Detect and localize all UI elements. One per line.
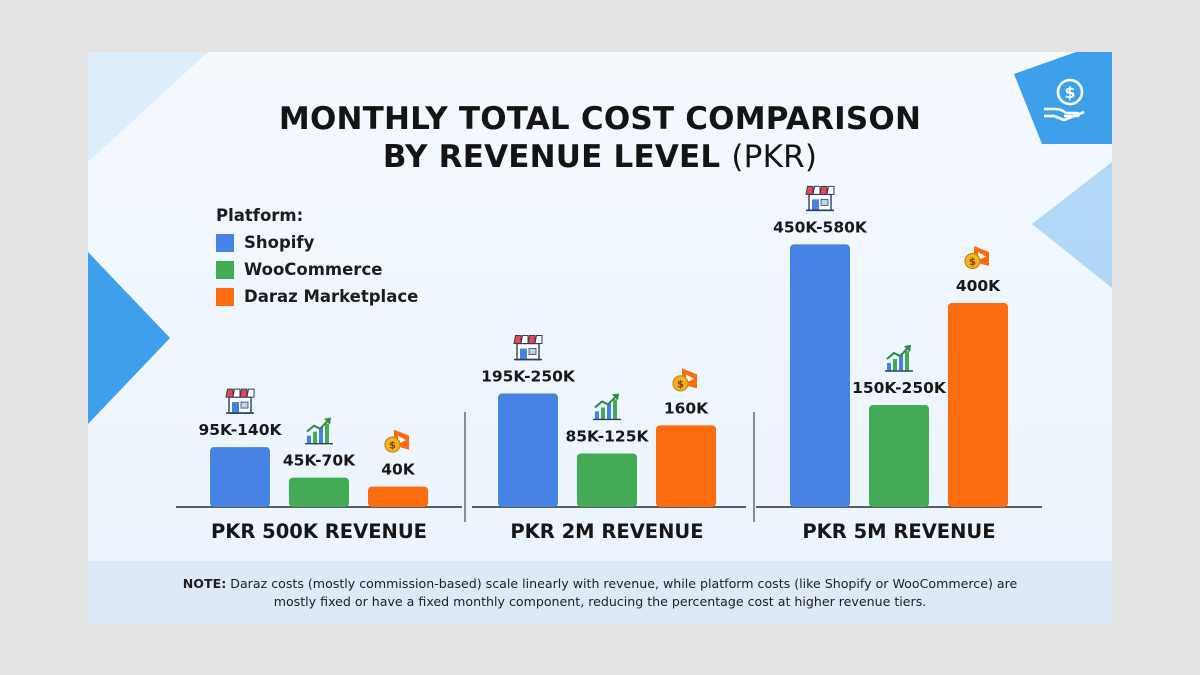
note-text: NOTE: Daraz costs (mostly commission-bas… <box>180 575 1020 611</box>
coin-play-icon: $ <box>384 429 409 453</box>
category-label: PKR 2M REVENUE <box>510 520 703 543</box>
storefront-icon <box>805 185 835 212</box>
note-band: NOTE: Daraz costs (mostly commission-bas… <box>88 561 1112 624</box>
decor-shape-top-left <box>88 52 208 162</box>
title-line-1: MONTHLY TOTAL COST COMPARISON <box>278 101 922 137</box>
bar-woocommerce-1 <box>289 477 349 507</box>
hand-dollar-icon: $ <box>1044 78 1085 122</box>
chart-title: MONTHLY TOTAL COST COMPARISON BY REVENUE… <box>88 100 1112 176</box>
growth-chart-icon <box>593 393 621 421</box>
data-label: 450K-580K <box>773 218 868 236</box>
growth-chart-icon <box>305 417 333 445</box>
bar-shopify-1 <box>210 447 270 507</box>
legend-label-woocommerce: WooCommerce <box>244 260 383 279</box>
bar-woocommerce-2 <box>577 453 637 507</box>
legend: Platform: Shopify WooCommerce Daraz Mark… <box>216 206 418 314</box>
legend-label-shopify: Shopify <box>244 233 315 252</box>
note-body: Daraz costs (mostly commission-based) sc… <box>230 575 1018 609</box>
svg-text:$: $ <box>1064 83 1075 102</box>
svg-text:$: $ <box>969 257 976 268</box>
legend-item-woocommerce: WooCommerce <box>216 260 418 279</box>
data-label: 195K-250K <box>481 368 576 386</box>
bar-daraz-marketplace-2 <box>656 425 716 507</box>
title-line-2: BY REVENUE LEVEL (PKR) <box>88 138 1112 176</box>
coin-play-icon: $ <box>964 246 989 270</box>
title-line-2-text: BY REVENUE LEVEL <box>382 139 721 175</box>
category-label: PKR 500K REVENUE <box>211 520 427 543</box>
legend-swatch-shopify <box>216 233 234 252</box>
decor-triangle-left <box>88 252 170 424</box>
bar-daraz-marketplace-1 <box>368 486 428 507</box>
legend-label-daraz: Daraz Marketplace <box>244 287 419 306</box>
bar-daraz-marketplace-3 <box>948 303 1008 507</box>
note-label: NOTE: <box>182 575 227 591</box>
bar-woocommerce-3 <box>869 405 929 507</box>
data-label: 40K <box>381 461 416 479</box>
data-label: 95K-140K <box>198 421 282 439</box>
storefront-icon <box>225 388 255 414</box>
bar-shopify-3 <box>790 244 850 507</box>
category-label: PKR 5M REVENUE <box>802 520 995 543</box>
decor-triangle-top-right <box>1014 52 1112 144</box>
decor-triangle-right <box>1032 162 1112 288</box>
svg-text:$: $ <box>677 379 684 390</box>
growth-chart-icon <box>885 345 913 372</box>
title-unit: (PKR) <box>731 139 818 175</box>
bar-shopify-2 <box>498 393 558 507</box>
data-label: 45K-70K <box>283 452 356 470</box>
data-label: 150K-250K <box>852 379 947 397</box>
legend-item-shopify: Shopify <box>216 233 418 252</box>
legend-swatch-woocommerce <box>216 260 234 279</box>
infographic-card: $ MONTHLY TOTAL COST COMPARISON BY REVEN… <box>88 52 1112 624</box>
legend-item-daraz: Daraz Marketplace <box>216 287 418 306</box>
legend-title: Platform: <box>216 206 304 225</box>
data-label: 160K <box>664 399 709 417</box>
svg-text:$: $ <box>389 441 396 452</box>
data-label: 85K-125K <box>565 427 649 445</box>
storefront-icon <box>513 335 543 361</box>
legend-swatch-daraz <box>216 287 234 306</box>
data-label: 400K <box>956 277 1001 295</box>
coin-play-icon: $ <box>672 368 697 392</box>
